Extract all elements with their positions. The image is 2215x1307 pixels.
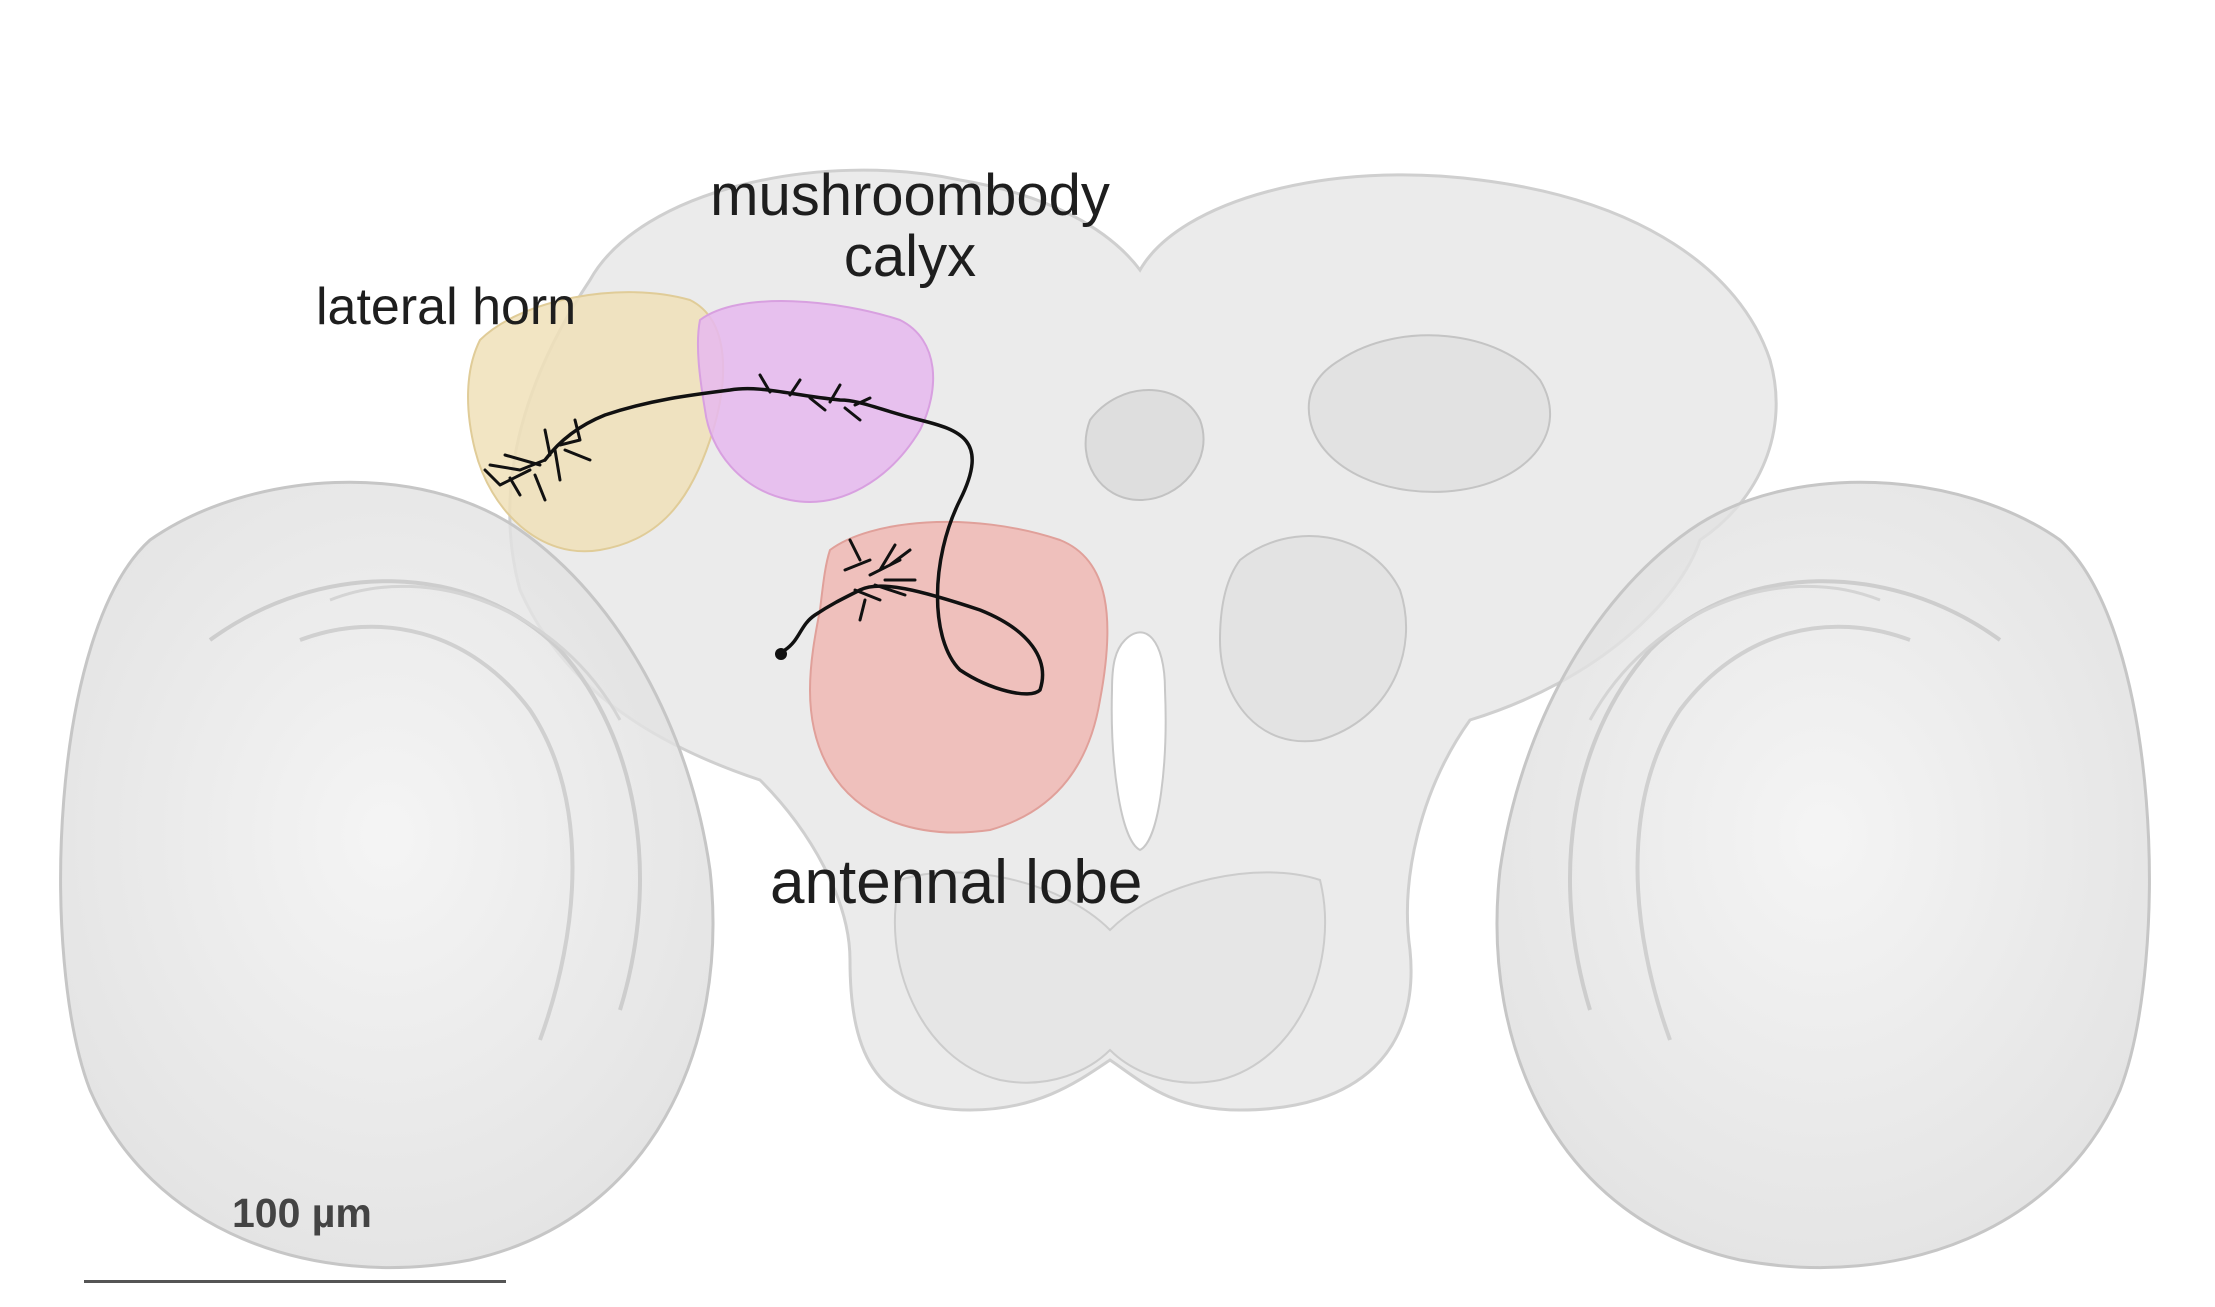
- right-mushroom-body: [1307, 334, 1552, 493]
- right-antennal-lobe: [1218, 535, 1408, 743]
- left-optic-lobe: [59, 480, 715, 1270]
- right-lobe-ridge-2: [1635, 624, 1911, 1041]
- antennal-lobe-region: [809, 520, 1109, 834]
- right-optic-lobe: [1495, 480, 2151, 1270]
- right-lobe-ridge-1: [1568, 579, 2002, 1011]
- neuron-soma: [775, 648, 787, 660]
- neuron-dendrites-al: [843, 538, 917, 622]
- neuron-trace: [483, 373, 1045, 696]
- mushroom-body-label-line2: calyx: [843, 223, 977, 289]
- neuron-dendrites-mb: [758, 373, 872, 422]
- left-lobe-ridge-1: [208, 579, 642, 1011]
- scale-bar-line: [84, 1280, 506, 1283]
- neuron-axon: [543, 386, 1045, 696]
- scale-bar-label: 100 µm: [232, 1190, 372, 1236]
- central-complex: [1084, 389, 1205, 502]
- left-lobe-ridge-2: [299, 624, 575, 1041]
- mushroom-body-label-line1: mushroombody: [710, 163, 1110, 228]
- right-lobe-ridge-3: [1588, 584, 1881, 721]
- neuron-dendrites-lh: [483, 418, 592, 502]
- lateral-horn-label: lateral horn: [316, 278, 577, 336]
- left-lobe-ridge-3: [329, 584, 622, 721]
- lateral-horn-region: [467, 291, 725, 553]
- esophageal-foramen: [1110, 631, 1167, 852]
- mushroom-body-calyx-label: mushroombody calyx: [660, 163, 1160, 289]
- subesophageal-zone: [893, 871, 1327, 1084]
- antennal-lobe-label: antennal lobe: [770, 848, 1143, 917]
